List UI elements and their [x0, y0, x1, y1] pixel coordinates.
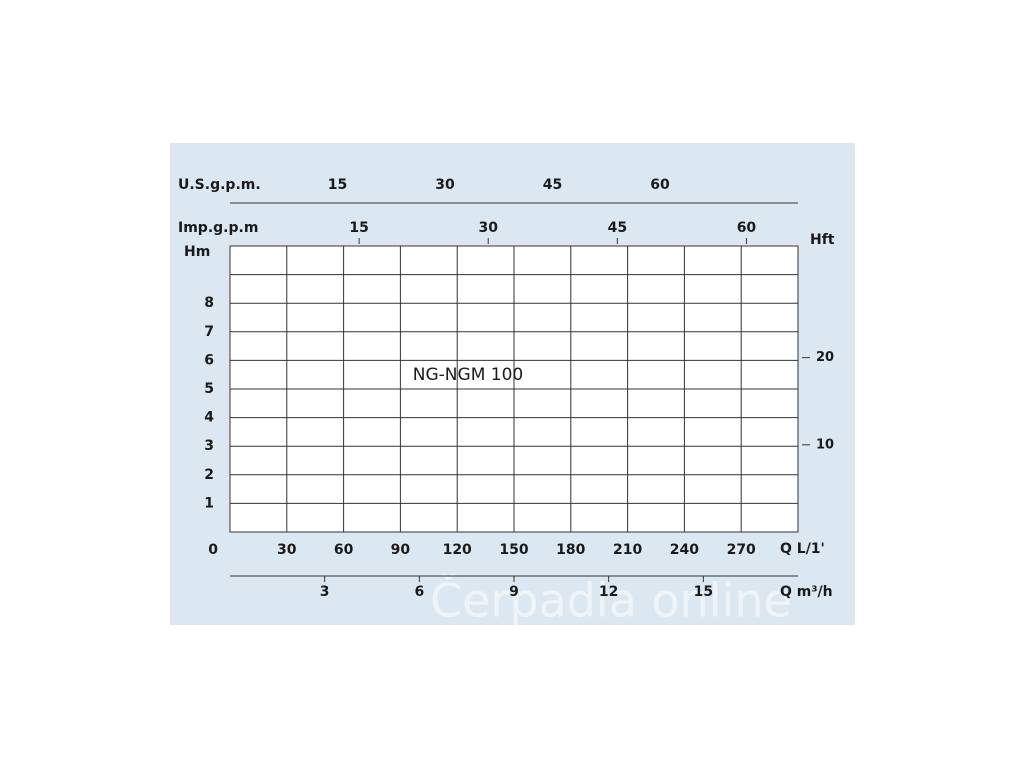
x-tick-label: 0: [208, 542, 218, 558]
y2-tick-label: 10: [816, 437, 834, 452]
secondary-tick-label: 15: [694, 584, 713, 600]
x-tick-label: 210: [613, 542, 642, 558]
secondary-tick-label: 45: [608, 220, 627, 236]
secondary-axis-label: Imp.g.p.m: [178, 220, 258, 236]
y2-axis-label: Hft: [810, 232, 835, 248]
secondary-tick-label: 3: [320, 584, 330, 600]
y-tick-label: 6: [204, 352, 214, 368]
x-tick-label: 90: [391, 542, 411, 558]
x-tick-label: 240: [670, 542, 699, 558]
secondary-tick-label: 9: [509, 584, 519, 600]
y-tick-label: 4: [204, 410, 214, 426]
x-tick-label: 60: [334, 542, 354, 558]
x-tick-label: 180: [556, 542, 585, 558]
x-tick-label: 30: [277, 542, 297, 558]
y-tick-label: 8: [204, 295, 214, 311]
y-tick-label: 1: [204, 495, 214, 511]
secondary-tick-label: 30: [478, 220, 498, 236]
x-tick-label: 120: [443, 542, 472, 558]
y2-tick-label: 20: [816, 350, 834, 365]
y-tick-label: 7: [204, 324, 214, 340]
secondary-tick-label: 12: [599, 584, 618, 600]
secondary-axis-label: U.S.g.p.m.: [178, 177, 261, 193]
x-tick-label: 150: [499, 542, 528, 558]
x-tick-label: 270: [727, 542, 756, 558]
secondary-tick-label: 30: [435, 177, 455, 193]
y-tick-label: 3: [204, 438, 214, 454]
secondary-tick-label: 45: [543, 177, 562, 193]
secondary-tick-label: 6: [414, 584, 424, 600]
secondary-tick-label: 15: [328, 177, 347, 193]
y-tick-label: 2: [204, 467, 214, 483]
secondary-axis-label: Q m³/h: [780, 584, 833, 600]
secondary-tick-label: 60: [737, 220, 757, 236]
y-axis-label: Hm: [184, 244, 210, 260]
secondary-tick-label: 60: [650, 177, 670, 193]
watermark: Čerpadla online: [430, 573, 792, 628]
y-tick-label: 5: [204, 381, 214, 397]
secondary-tick-label: 15: [349, 220, 368, 236]
x-axis-label: Q L/1': [780, 541, 825, 557]
series-label: NG-NGM 100: [413, 365, 523, 385]
